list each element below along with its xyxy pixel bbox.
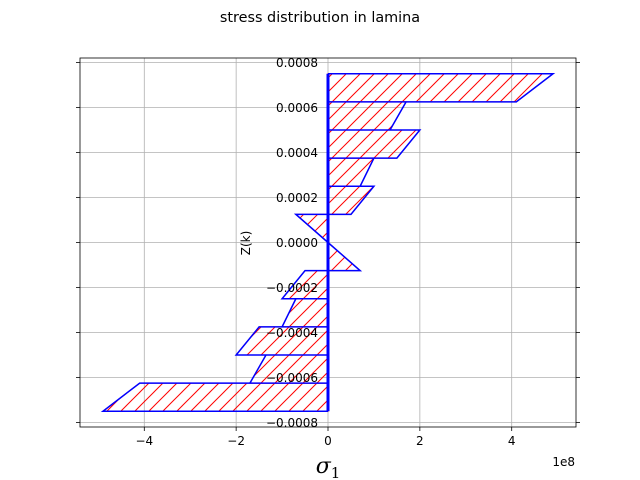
y-axis-ticks: −0.0008 −0.0006 −0.0004 −0.0002 0.0000 0.0002… [76, 56, 580, 430]
ply-band-4 [327, 185, 375, 215]
x-tick-label-2: 0 [324, 434, 332, 448]
stress-outline-group [100, 73, 556, 412]
y-tick-label-0: −0.0008 [266, 416, 318, 430]
ply-band-2 [327, 129, 421, 159]
y-tick-label-2: −0.0004 [266, 326, 318, 340]
y-tick-label-1: −0.0006 [266, 371, 318, 385]
x-axis-ticks: −4 −2 0 2 4 [135, 427, 516, 448]
y-tick-label-7: 0.0006 [276, 101, 318, 115]
ply-band-0 [327, 73, 555, 103]
y-tick-label-3: −0.0002 [266, 281, 318, 295]
stress-outline [100, 73, 556, 412]
y-tick-label-4: 0.0000 [276, 236, 318, 250]
ply-band-11 [101, 382, 329, 412]
x-tick-label-3: 2 [416, 434, 424, 448]
x-axis-label: σ1 [316, 454, 341, 480]
x-axis-offset-label: 1e8 [552, 455, 575, 469]
ply-band-1 [327, 101, 407, 131]
y-tick-label-8: 0.0008 [276, 56, 318, 70]
chart-title: stress distribution in lamina [220, 10, 420, 26]
x-tick-label-4: 4 [508, 434, 516, 448]
x-axis-label-subscript: 1 [331, 464, 341, 480]
y-tick-label-5: 0.0002 [276, 191, 318, 205]
x-tick-label-0: −4 [135, 434, 153, 448]
x-axis-label-main: σ [316, 454, 332, 479]
y-axis-label: Z(k) [239, 231, 253, 256]
x-tick-label-1: −2 [227, 434, 245, 448]
y-tick-label-6: 0.0004 [276, 146, 318, 160]
